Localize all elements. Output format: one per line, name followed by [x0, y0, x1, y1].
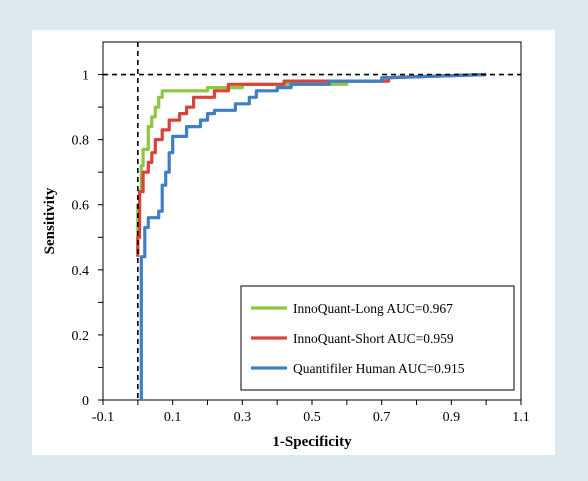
series-line-3	[139, 72, 487, 400]
reference-lines-layer	[103, 42, 521, 400]
x-tick-label: -0.1	[92, 410, 114, 425]
legend-label-2: InnoQuant-Short AUC=0.959	[293, 331, 454, 346]
y-tick-label: 0.6	[72, 199, 90, 214]
legend-label-1: InnoQuant-Long AUC=0.967	[293, 301, 453, 316]
legend-label-3: Quantifiler Human AUC=0.915	[293, 361, 465, 376]
y-tick-label: 0.8	[72, 134, 90, 149]
x-tick-label: 0.3	[234, 410, 252, 425]
chart-frame: -0.1 0.1 0.3 0.5 0.7 0.9 1.1 0 0.2 0.4 0.6 0.8 1 1-Sp…	[32, 30, 555, 455]
series-line-1	[136, 72, 487, 257]
x-tick-label: 0.7	[373, 410, 391, 425]
y-tick-label: 0.2	[72, 329, 90, 344]
x-tick-label: 0.1	[164, 410, 182, 425]
roc-chart: -0.1 0.1 0.3 0.5 0.7 0.9 1.1 0 0.2 0.4 0.6 0.8 1 1-Sp…	[42, 41, 530, 450]
axes-layer: -0.1 0.1 0.3 0.5 0.7 0.9 1.1 0 0.2 0.4 0.6 0.8 1 1-Sp…	[42, 41, 530, 450]
series-layer	[136, 72, 487, 400]
x-tick-label: 0.9	[443, 410, 461, 425]
y-axis-title: Sensitivity	[42, 187, 58, 254]
legend: InnoQuant-Long AUC=0.967 InnoQuant-Short …	[240, 285, 515, 391]
y-tick-label: 0	[82, 394, 89, 409]
y-tick-label: 0.4	[72, 264, 90, 279]
series-line-2	[136, 72, 487, 257]
x-tick-label: 1.1	[512, 410, 530, 425]
x-tick-label: 0.5	[303, 410, 321, 425]
y-tick-label: 1	[82, 69, 89, 84]
x-axis-title: 1-Specificity	[272, 434, 352, 450]
